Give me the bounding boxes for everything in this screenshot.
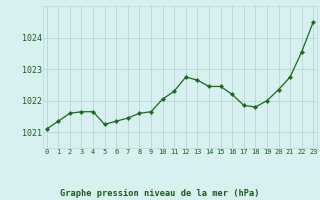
- Text: Graphe pression niveau de la mer (hPa): Graphe pression niveau de la mer (hPa): [60, 189, 260, 198]
